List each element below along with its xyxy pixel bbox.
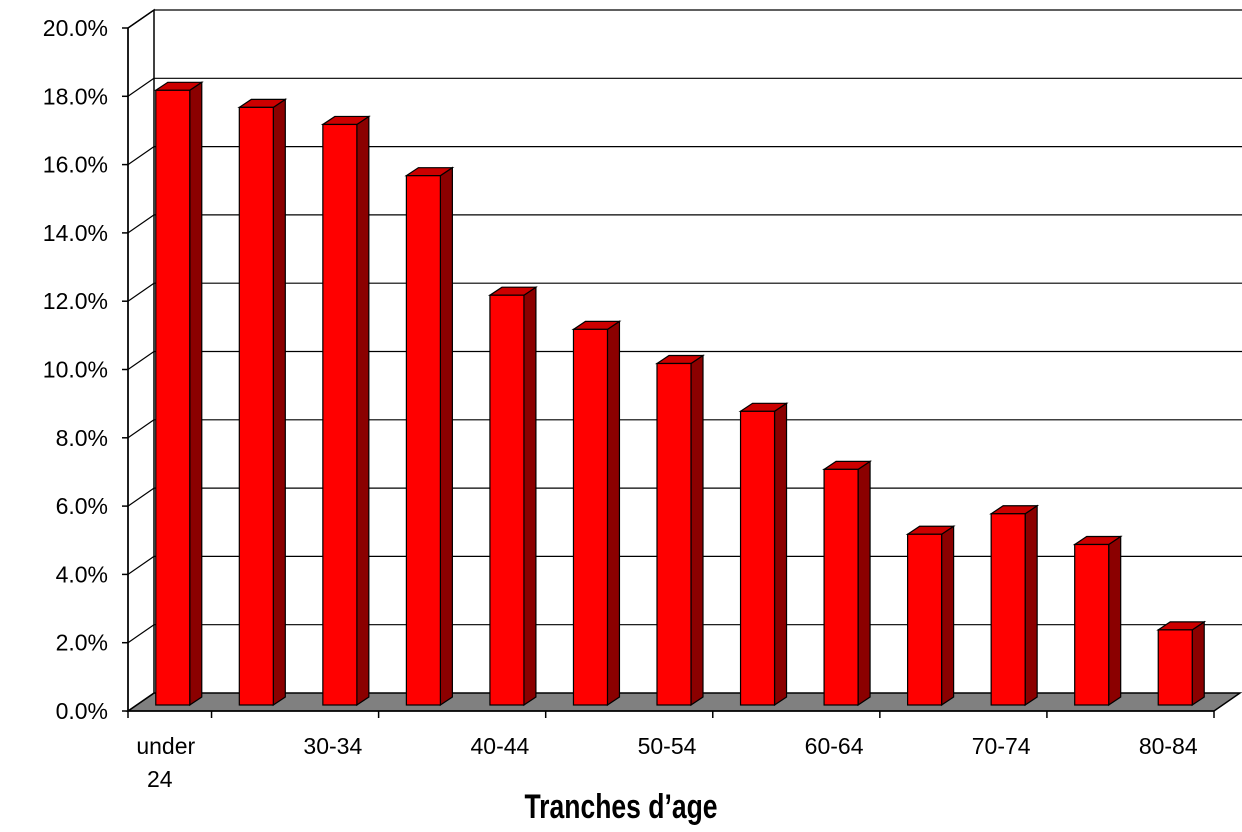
y-tick-label: 18.0% <box>43 83 108 109</box>
bar <box>237 98 288 707</box>
bar <box>1156 620 1207 707</box>
y-tick-label: 16.0% <box>43 152 108 178</box>
bar <box>989 504 1040 707</box>
bar-front <box>572 328 609 706</box>
gridline-diagonal <box>127 419 155 439</box>
gridline-diagonal <box>127 624 155 644</box>
gridline-diagonal <box>127 9 155 29</box>
bar-side <box>356 115 370 707</box>
bar-front <box>990 513 1026 706</box>
y-tick-label: 0.0% <box>56 698 108 724</box>
bar-side <box>690 354 704 707</box>
bar <box>738 402 789 707</box>
bar-side <box>1191 620 1205 707</box>
y-tick-label: 2.0% <box>56 630 108 656</box>
gridline-diagonal <box>127 282 155 302</box>
bar-front <box>907 533 943 706</box>
bar <box>320 115 371 707</box>
bar <box>905 525 956 707</box>
x-tick-label: 80-84 <box>1139 733 1198 759</box>
gridline-diagonal <box>127 77 155 97</box>
y-tick-label: 10.0% <box>43 357 108 383</box>
bar-front <box>405 175 441 706</box>
bar <box>487 286 538 707</box>
bar <box>153 81 204 707</box>
bar-front <box>1074 543 1110 706</box>
bar <box>822 460 873 707</box>
gridline-diagonal <box>127 487 155 507</box>
bar-front <box>155 89 191 706</box>
bar-front <box>739 410 776 706</box>
x-tick-label: under 24 <box>136 733 195 792</box>
bar-front <box>322 123 358 706</box>
x-tick-label: 60-64 <box>805 733 864 759</box>
x-tick-label-line: under <box>136 733 195 759</box>
bar <box>404 166 455 707</box>
bar-side <box>1108 535 1122 707</box>
bar-side <box>773 402 788 707</box>
x-tick-label: 40-44 <box>471 733 530 759</box>
x-tick-label: 70-74 <box>972 733 1031 759</box>
bar-side <box>941 525 955 707</box>
y-tick-label: 20.0% <box>43 15 108 41</box>
bar <box>571 320 622 707</box>
y-axis: 0.0% 2.0% 4.0% 6.0% 8.0% 10.0% 12.0% 14.0% 16.0%… <box>43 15 129 724</box>
bar <box>1072 535 1123 707</box>
x-axis: under 24 30-34 40-44 50-54 60-64 70-74 80-84 <box>127 710 1215 792</box>
bar <box>655 354 705 707</box>
x-tick-label-line: 24 <box>147 766 173 792</box>
gridline-diagonal <box>127 351 155 370</box>
y-tick-label: 12.0% <box>43 288 108 314</box>
bar-front <box>489 294 525 706</box>
bar-front <box>1157 629 1193 706</box>
bar-front <box>823 468 859 706</box>
bar-side <box>439 166 453 707</box>
y-tick-label: 4.0% <box>56 561 108 587</box>
bar-side <box>857 460 871 707</box>
bars <box>153 81 1207 707</box>
bar-side <box>1024 504 1038 707</box>
gridline-diagonal <box>127 146 155 166</box>
bar-front <box>656 362 692 706</box>
bar-front <box>238 106 274 706</box>
y-tick-label: 8.0% <box>56 425 108 451</box>
y-tick-label: 6.0% <box>56 493 108 519</box>
bar-side <box>606 320 621 707</box>
x-axis-title: Tranches d’age <box>524 788 718 826</box>
x-tick-label: 50-54 <box>638 733 697 759</box>
bar-side <box>272 98 286 707</box>
x-tick-label: 30-34 <box>303 733 362 759</box>
gridline-diagonal <box>127 555 155 575</box>
bar-side <box>189 81 203 707</box>
gridline-diagonal <box>127 214 155 234</box>
y-tick-label: 14.0% <box>43 220 108 246</box>
bar-side <box>523 286 537 707</box>
